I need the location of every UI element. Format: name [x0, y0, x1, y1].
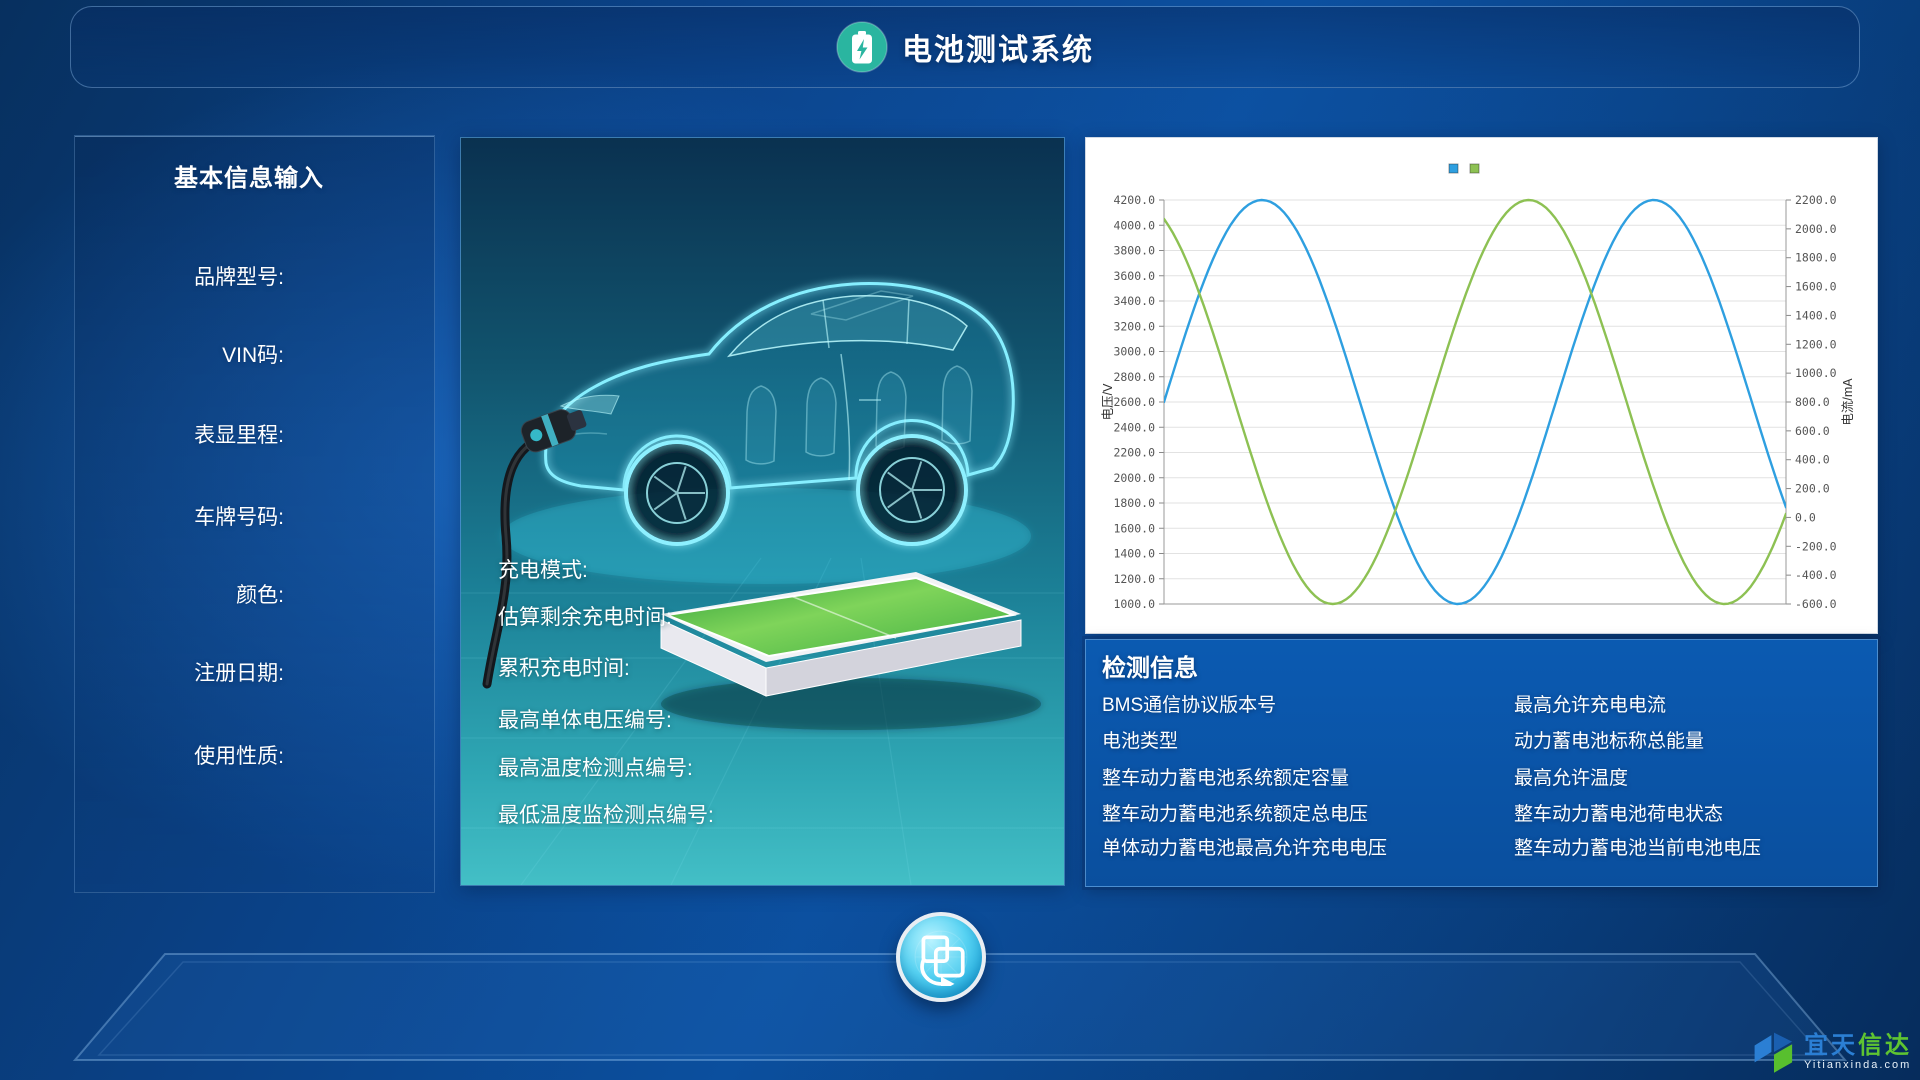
chart-grid: [1164, 199, 1786, 605]
svg-text:1200.0: 1200.0: [1795, 337, 1837, 351]
svg-text:1400.0: 1400.0: [1795, 308, 1837, 322]
detection-item: 整车动力蓄电池荷电状态: [1514, 804, 1724, 825]
svg-text:4200.0: 4200.0: [1113, 193, 1155, 207]
vehicle-panel: 充电模式: 估算剩余充电时间: 累积充电时间: 最高单体电压编号: 最高温度检测…: [460, 137, 1065, 886]
svg-text:3200.0: 3200.0: [1113, 319, 1155, 333]
field-label-odometer: 表显里程:: [194, 424, 284, 447]
app-title: 电池测试系统: [902, 34, 1094, 67]
field-label-plate-number: 车牌号码:: [194, 506, 284, 529]
svg-text:2800.0: 2800.0: [1113, 370, 1155, 384]
watermark-en: Yitianxinda.com: [1804, 1058, 1912, 1071]
battery-charging-icon: [836, 21, 888, 73]
cube-logo-icon: [1754, 1032, 1793, 1073]
svg-text:1600.0: 1600.0: [1113, 521, 1155, 535]
sync-button[interactable]: [896, 912, 986, 1002]
field-label-usage-type: 使用性质:: [194, 745, 284, 768]
detection-item: 最高允许充电电流: [1514, 695, 1667, 716]
detection-item: 单体动力蓄电池最高允许充电电压: [1102, 838, 1388, 859]
detection-info-title: 检测信息: [1102, 655, 1198, 682]
svg-text:4000.0: 4000.0: [1113, 218, 1155, 232]
watermark-cn-blue: 宜天: [1804, 1031, 1858, 1059]
left-axis-title: 电压/V: [1101, 383, 1115, 420]
detection-item: 动力蓄电池标称总能量: [1514, 731, 1705, 752]
charging-label-remaining-time: 估算剩余充电时间:: [498, 606, 672, 629]
detection-item: 电池类型: [1102, 731, 1179, 752]
detection-item: BMS通信协议版本号: [1102, 695, 1277, 716]
detection-info-panel: 检测信息 BMS通信协议版本号 电池类型 整车动力蓄电池系统额定容量 整车动力蓄…: [1085, 639, 1878, 887]
svg-text:3400.0: 3400.0: [1113, 294, 1155, 308]
svg-text:2200.0: 2200.0: [1795, 193, 1837, 207]
svg-text:2400.0: 2400.0: [1113, 420, 1155, 434]
transfer-sync-icon: [914, 930, 968, 986]
svg-text:1800.0: 1800.0: [1795, 251, 1837, 265]
detection-item: 整车动力蓄电池当前电池电压: [1514, 838, 1762, 859]
watermark-cn-green: 信达: [1858, 1031, 1912, 1059]
svg-text:0.0: 0.0: [1795, 510, 1816, 524]
header: 电池测试系统: [70, 6, 1860, 88]
svg-text:3800.0: 3800.0: [1113, 244, 1155, 258]
detection-item: 整车动力蓄电池系统额定容量: [1102, 768, 1350, 789]
basic-info-panel: 基本信息输入 品牌型号: VIN码: 表显里程: 车牌号码: 颜色: 注册日期:…: [74, 135, 435, 893]
svg-text:600.0: 600.0: [1795, 424, 1830, 438]
svg-text:400.0: 400.0: [1795, 453, 1830, 467]
charging-label-total-time: 累积充电时间:: [498, 657, 630, 680]
left-axis-ticks: 4200.0 4000.0 3800.0 3600.0 3400.0 3200.0 3000…: [1113, 193, 1164, 611]
svg-text:1000.0: 1000.0: [1795, 366, 1837, 380]
charging-label-min-temp-point: 最低温度监检测点编号:: [498, 804, 714, 827]
svg-text:3600.0: 3600.0: [1113, 269, 1155, 283]
field-label-color: 颜色:: [236, 584, 284, 607]
detection-item: 整车动力蓄电池系统额定总电压: [1102, 804, 1369, 825]
svg-text:2200.0: 2200.0: [1113, 446, 1155, 460]
svg-text:2000.0: 2000.0: [1795, 222, 1837, 236]
basic-info-title: 基本信息输入: [174, 165, 324, 192]
svg-text:-400.0: -400.0: [1795, 568, 1837, 582]
svg-text:2600.0: 2600.0: [1113, 395, 1155, 409]
svg-text:1200.0: 1200.0: [1113, 572, 1155, 586]
charging-cable-illustration: [482, 409, 587, 689]
svg-text:2000.0: 2000.0: [1113, 471, 1155, 485]
svg-text:1000.0: 1000.0: [1113, 597, 1155, 611]
field-label-brand-model: 品牌型号:: [194, 266, 284, 289]
field-label-vin: VIN码:: [222, 344, 284, 367]
charging-label-mode: 充电模式:: [498, 559, 588, 582]
svg-text:1600.0: 1600.0: [1795, 280, 1837, 294]
watermark-text: 宜天信达 Yitianxinda.com: [1804, 1033, 1912, 1072]
chart-legend[interactable]: [1448, 163, 1480, 174]
charging-label-max-cell-volt: 最高单体电压编号:: [498, 709, 672, 732]
right-axis-title: 电流/mA: [1841, 378, 1855, 426]
svg-text:-200.0: -200.0: [1795, 539, 1837, 553]
detection-item: 最高允许温度: [1514, 768, 1629, 789]
svg-text:200.0: 200.0: [1795, 482, 1830, 496]
series-电压: [1164, 198, 1786, 606]
chart-panel: 4200.0 4000.0 3800.0 3600.0 3400.0 3200.0 3000…: [1085, 137, 1878, 634]
battery-pack-illustration: [660, 572, 1041, 730]
watermark-link[interactable]: 宜天信达 Yitianxinda.com: [1752, 1030, 1912, 1074]
app-title-group: 电池测试系统: [836, 21, 1094, 73]
svg-text:-600.0: -600.0: [1795, 597, 1837, 611]
svg-text:800.0: 800.0: [1795, 395, 1830, 409]
field-label-reg-date: 注册日期:: [194, 662, 284, 685]
svg-text:1400.0: 1400.0: [1113, 547, 1155, 561]
svg-text:1800.0: 1800.0: [1113, 496, 1155, 510]
ev-car-illustration: [461, 138, 1064, 885]
series-电流: [1164, 198, 1786, 606]
right-axis-ticks: 2200.0 2000.0 1800.0 1600.0 1400.0 1200.0 1000…: [1786, 193, 1837, 611]
svg-text:3000.0: 3000.0: [1113, 345, 1155, 359]
charging-label-max-temp-point: 最高温度检测点编号:: [498, 757, 693, 780]
voltage-current-chart: 4200.0 4000.0 3800.0 3600.0 3400.0 3200.0 3000…: [1101, 163, 1855, 611]
